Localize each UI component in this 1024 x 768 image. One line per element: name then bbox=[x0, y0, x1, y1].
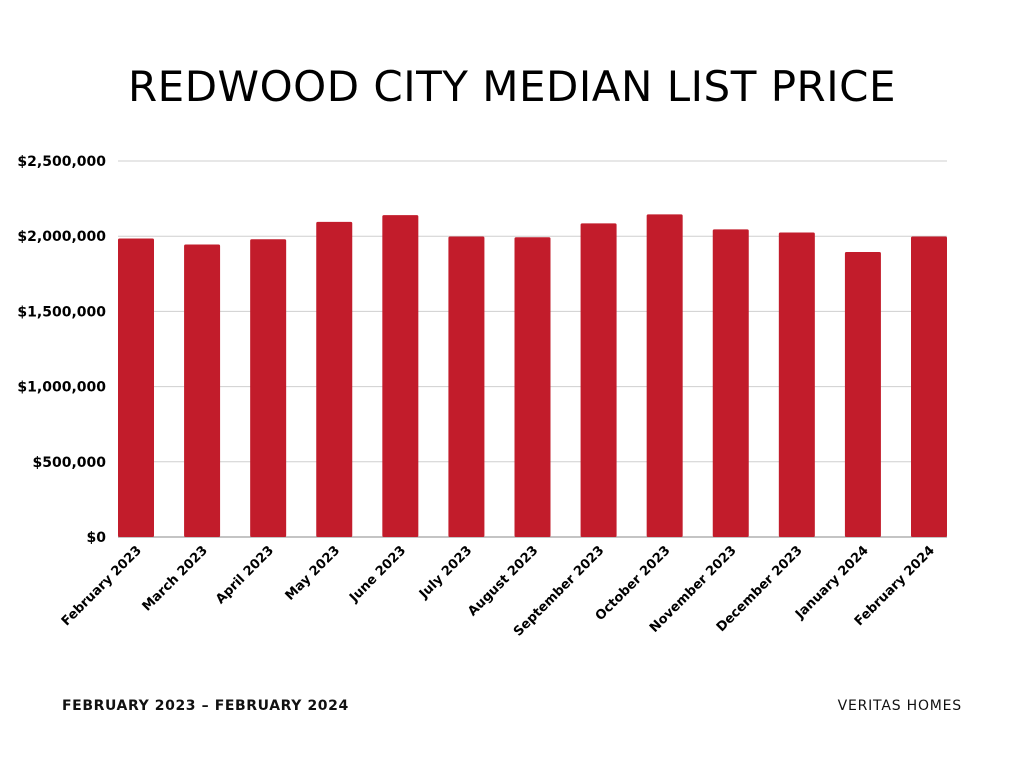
x-tick-label: April 2023 bbox=[213, 543, 277, 607]
date-range-caption: FEBRUARY 2023 – FEBRUARY 2024 bbox=[62, 698, 349, 714]
y-tick-label: $2,000,000 bbox=[17, 229, 106, 245]
bars bbox=[118, 214, 947, 538]
y-axis-labels: $0 $500,000 $1,000,000 $1,500,000 $2,000,000… bbox=[17, 154, 106, 546]
bar bbox=[646, 214, 683, 537]
x-tick-label: March 2023 bbox=[140, 543, 211, 614]
y-tick-label: $2,500,000 bbox=[17, 154, 106, 170]
x-tick-label: July 2023 bbox=[416, 543, 475, 602]
y-tick-label: $0 bbox=[87, 530, 107, 546]
brand-caption: VERITAS HOMES bbox=[837, 698, 962, 714]
x-tick-label: August 2023 bbox=[465, 543, 541, 619]
bar bbox=[382, 215, 419, 538]
bar bbox=[250, 239, 287, 537]
bar bbox=[911, 236, 947, 537]
bar bbox=[184, 244, 221, 538]
y-tick-label: $1,000,000 bbox=[17, 380, 106, 396]
bar bbox=[580, 223, 617, 537]
chart-title: REDWOOD CITY MEDIAN LIST PRICE bbox=[128, 62, 896, 111]
y-tick-label: $1,500,000 bbox=[17, 304, 106, 320]
bar bbox=[118, 238, 154, 537]
y-tick-label: $500,000 bbox=[32, 455, 106, 471]
bar bbox=[514, 237, 551, 537]
x-tick-label: June 2023 bbox=[346, 543, 409, 606]
x-tick-label: February 2023 bbox=[59, 543, 145, 629]
bar bbox=[778, 232, 815, 537]
bar bbox=[712, 229, 749, 537]
bar bbox=[316, 221, 353, 538]
bar bbox=[844, 251, 881, 537]
bar-chart: $0 $500,000 $1,000,000 $1,500,000 $2,000,000… bbox=[17, 154, 947, 640]
bar bbox=[448, 236, 485, 537]
x-tick-label: May 2023 bbox=[283, 543, 343, 603]
